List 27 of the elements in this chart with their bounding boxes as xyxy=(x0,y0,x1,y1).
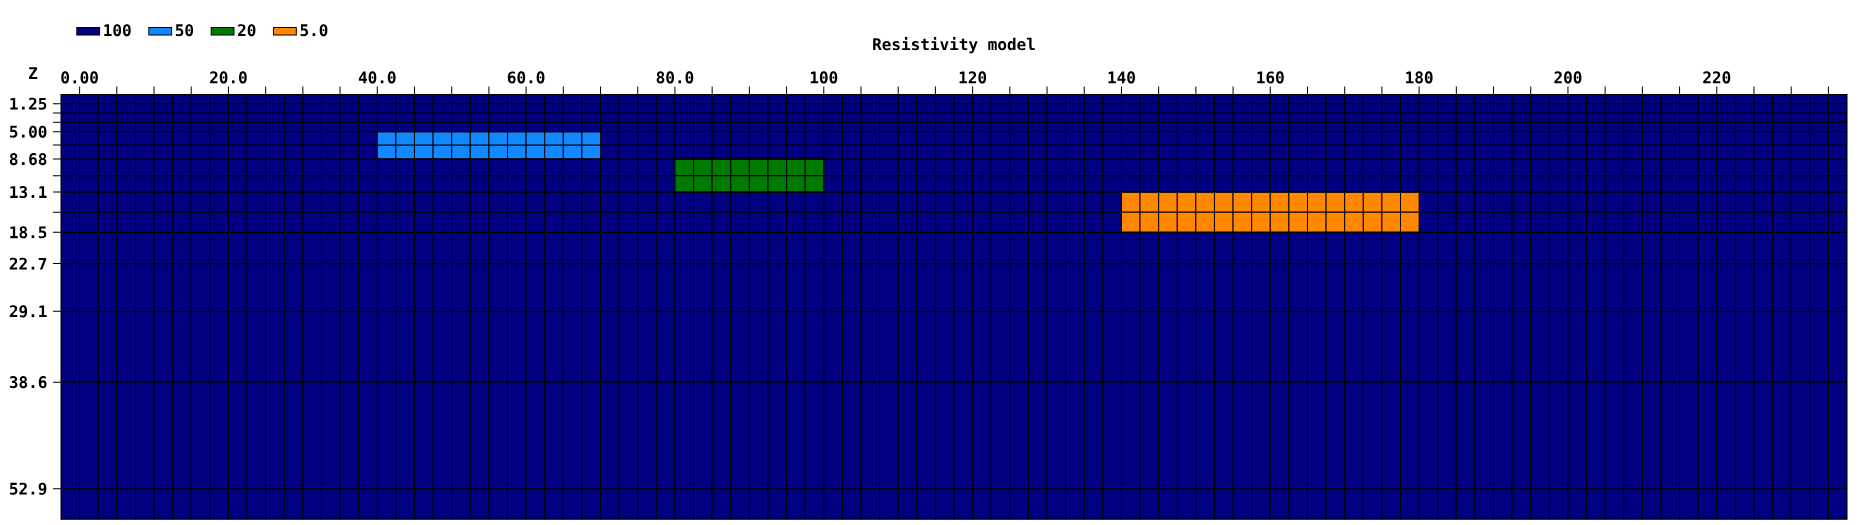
y-tick-label: 1.25 xyxy=(10,97,47,110)
y-tick-label: 13.1 xyxy=(10,186,47,199)
y-tick-label: 52.9 xyxy=(9,482,47,495)
y-tick-label: 29.1 xyxy=(9,305,47,318)
y-tick-label: 22.7 xyxy=(9,257,47,270)
x-tick-label: 20.0 xyxy=(210,71,247,84)
x-tick-label: 220 xyxy=(1703,71,1731,84)
y-axis-title: Z xyxy=(29,67,38,80)
chart-title: Resistivity model xyxy=(873,37,1035,54)
x-tick-label: 80.0 xyxy=(656,71,694,84)
y-tick-label: 8.68 xyxy=(9,153,47,166)
y-tick-label: 38.6 xyxy=(9,376,47,389)
x-tick-label: 100 xyxy=(810,71,838,84)
x-tick-label: 0.00 xyxy=(61,71,98,84)
legend-label: 5.0 xyxy=(300,24,328,37)
x-tick-label: 180 xyxy=(1406,71,1433,84)
legend-label: 50 xyxy=(175,24,194,37)
legend-label: 20 xyxy=(238,24,256,37)
x-tick-label: 60.0 xyxy=(507,71,545,84)
y-tick-label: 18.5 xyxy=(10,226,47,239)
x-tick-label: 120 xyxy=(959,71,987,84)
x-tick-label: 160 xyxy=(1257,71,1284,84)
y-tick-label: 5.00 xyxy=(9,125,47,138)
legend-label: 100 xyxy=(104,24,131,37)
x-tick-label: 140 xyxy=(1108,71,1135,84)
x-tick-label: 40.0 xyxy=(358,71,396,84)
x-tick-label: 200 xyxy=(1554,71,1582,84)
